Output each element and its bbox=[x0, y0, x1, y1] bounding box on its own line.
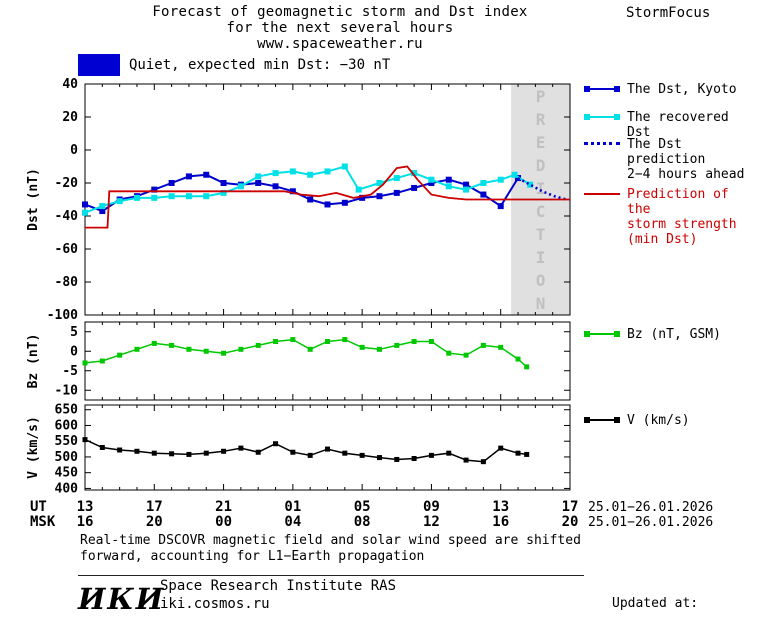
svg-text:D: D bbox=[536, 156, 546, 175]
svg-text:450: 450 bbox=[55, 466, 79, 481]
status-banner: Quiet, expected min Dst: −30 nT bbox=[78, 53, 390, 76]
svg-text:20: 20 bbox=[562, 514, 579, 530]
website-url: www.spaceweather.ru bbox=[257, 36, 423, 52]
svg-text:P: P bbox=[536, 87, 546, 106]
svg-text:00: 00 bbox=[215, 514, 232, 530]
bz-marker-icon bbox=[584, 330, 620, 339]
svg-text:V (km/s): V (km/s) bbox=[26, 416, 41, 479]
svg-text:T: T bbox=[536, 225, 546, 244]
svg-text:I: I bbox=[536, 179, 546, 198]
svg-text:25.01−26.01.2026: 25.01−26.01.2026 bbox=[588, 500, 713, 515]
svg-text:05: 05 bbox=[354, 499, 371, 515]
legend-dst-kyoto-label: The Dst, Kyoto bbox=[627, 82, 737, 97]
divider-line bbox=[78, 575, 584, 576]
legend-dst-kyoto: The Dst, Kyoto bbox=[584, 82, 758, 97]
svg-text:600: 600 bbox=[55, 418, 79, 433]
svg-text:17: 17 bbox=[146, 499, 163, 515]
legend-bz-label: Bz (nT, GSM) bbox=[627, 327, 721, 342]
svg-text:O: O bbox=[536, 271, 546, 290]
svg-text:13: 13 bbox=[77, 499, 94, 515]
svg-text:UT: UT bbox=[30, 499, 47, 515]
dst-prediction-marker-icon bbox=[584, 140, 620, 149]
legend-storm-strength-label-3: (min Dst) bbox=[627, 232, 698, 247]
svg-text:20: 20 bbox=[62, 110, 78, 125]
svg-text:04: 04 bbox=[284, 514, 301, 530]
svg-text:650: 650 bbox=[55, 403, 79, 418]
quiet-level-swatch bbox=[78, 53, 120, 76]
legend-storm-strength-label-2: storm strength bbox=[627, 217, 737, 232]
svg-text:20: 20 bbox=[146, 514, 163, 530]
legend-recovered-dst: The recovered Dst bbox=[584, 110, 758, 140]
propagation-note-line-2: forward, accounting for L1−Earth propaga… bbox=[80, 549, 425, 564]
svg-text:40: 40 bbox=[62, 77, 78, 92]
institute-url: iki.cosmos.ru bbox=[160, 596, 270, 612]
legend-bz: Bz (nT, GSM) bbox=[584, 327, 758, 342]
svg-text:500: 500 bbox=[55, 450, 79, 465]
svg-text:0: 0 bbox=[70, 344, 78, 359]
svg-text:08: 08 bbox=[354, 514, 371, 530]
recovered-dst-marker-icon bbox=[584, 113, 620, 122]
svg-text:550: 550 bbox=[55, 434, 79, 449]
v-marker-icon bbox=[584, 416, 620, 425]
updated-block: Updated at: UT 13:05, 26.01.2026 MSK 16:… bbox=[590, 564, 754, 620]
institute-name: Space Research Institute RAS bbox=[160, 578, 397, 594]
svg-text:I: I bbox=[536, 248, 546, 267]
svg-text:400: 400 bbox=[55, 481, 79, 496]
svg-text:16: 16 bbox=[77, 514, 94, 530]
svg-text:13: 13 bbox=[492, 499, 509, 515]
page-header: Forecast of geomagnetic storm and Dst in… bbox=[90, 4, 590, 52]
storm-strength-marker-icon bbox=[584, 190, 620, 199]
svg-text:R: R bbox=[536, 110, 546, 129]
svg-text:-10: -10 bbox=[55, 383, 79, 398]
propagation-note: Real-time DSCOVR magnetic field and sola… bbox=[80, 533, 581, 565]
svg-text:01: 01 bbox=[284, 499, 301, 515]
svg-text:-60: -60 bbox=[55, 242, 79, 257]
svg-text:Bz (nT): Bz (nT) bbox=[26, 334, 41, 389]
legend-v: V (km/s) bbox=[584, 413, 758, 428]
updated-at-label: Updated at: bbox=[612, 596, 699, 611]
svg-text:MSK: MSK bbox=[30, 514, 56, 530]
svg-text:-40: -40 bbox=[55, 209, 79, 224]
brand-label: StormFocus bbox=[626, 5, 711, 21]
legend-storm-strength: Prediction of the storm strength (min Ds… bbox=[584, 187, 758, 247]
svg-text:-5: -5 bbox=[62, 364, 78, 379]
page-title-line-2: for the next several hours bbox=[226, 20, 454, 36]
institute-block: Space Research Institute RAS iki.cosmos.… bbox=[160, 577, 396, 613]
page-title-line-1: Forecast of geomagnetic storm and Dst in… bbox=[152, 4, 528, 20]
propagation-note-line-1: Real-time DSCOVR magnetic field and sola… bbox=[80, 533, 581, 548]
dst-kyoto-marker-icon bbox=[584, 85, 620, 94]
legend-dst-prediction-label-2: 2−4 hours ahead bbox=[627, 167, 745, 182]
legend-dst-prediction-label-1: The Dst prediction bbox=[627, 137, 706, 167]
svg-text:25.01−26.01.2026: 25.01−26.01.2026 bbox=[588, 515, 713, 530]
svg-text:16: 16 bbox=[492, 514, 509, 530]
svg-text:0: 0 bbox=[70, 143, 78, 158]
svg-text:-20: -20 bbox=[55, 176, 79, 191]
svg-text:12: 12 bbox=[423, 514, 440, 530]
svg-text:C: C bbox=[536, 202, 546, 221]
svg-text:09: 09 bbox=[423, 499, 440, 515]
legend-storm-strength-label-1: Prediction of the bbox=[627, 187, 729, 217]
status-banner-text: Quiet, expected min Dst: −30 nT bbox=[129, 56, 391, 73]
svg-text:Dst (nT): Dst (nT) bbox=[26, 168, 41, 231]
legend-recovered-dst-label: The recovered Dst bbox=[627, 110, 729, 140]
svg-text:5: 5 bbox=[70, 325, 78, 340]
svg-text:17: 17 bbox=[562, 499, 579, 515]
svg-text:-80: -80 bbox=[55, 275, 79, 290]
legend-dst-prediction: The Dst prediction 2−4 hours ahead bbox=[584, 137, 758, 182]
svg-text:N: N bbox=[536, 294, 546, 313]
iki-logo: ИКИ bbox=[78, 582, 166, 616]
legend-v-label: V (km/s) bbox=[627, 413, 690, 428]
svg-text:-100: -100 bbox=[47, 308, 78, 323]
svg-text:E: E bbox=[536, 133, 546, 152]
svg-text:21: 21 bbox=[215, 499, 232, 515]
